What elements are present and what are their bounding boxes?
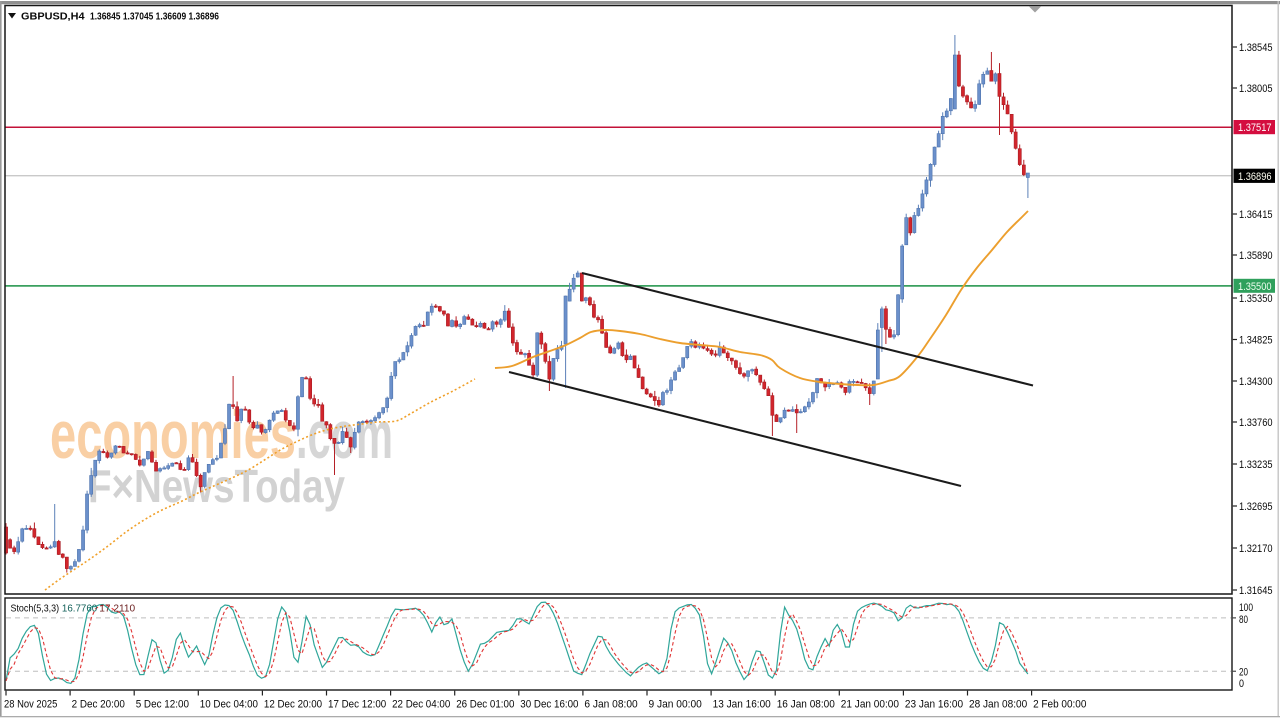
svg-text:2 Feb 00:00: 2 Feb 00:00	[1033, 699, 1086, 711]
svg-text:23 Jan 16:00: 23 Jan 16:00	[905, 699, 963, 711]
svg-text:28 Nov 2025: 28 Nov 2025	[4, 699, 57, 711]
svg-text:80: 80	[1239, 614, 1248, 626]
svg-text:21 Jan 00:00: 21 Jan 00:00	[841, 699, 899, 711]
svg-text:16.7760: 16.7760	[62, 603, 97, 615]
svg-text:1.38005: 1.38005	[1239, 83, 1273, 95]
svg-text:1.33235: 1.33235	[1239, 459, 1273, 471]
svg-text:1.31645: 1.31645	[1239, 585, 1273, 597]
svg-text:1.34825: 1.34825	[1239, 334, 1273, 346]
svg-text:1.35350: 1.35350	[1239, 293, 1273, 305]
svg-text:28 Jan 08:00: 28 Jan 08:00	[969, 699, 1027, 711]
svg-text:10 Dec 04:00: 10 Dec 04:00	[200, 699, 258, 711]
svg-text:0: 0	[1239, 678, 1244, 690]
svg-text:1.36845 1.37045 1.36609 1.3689: 1.36845 1.37045 1.36609 1.36896	[90, 11, 219, 23]
svg-text:1.35890: 1.35890	[1239, 250, 1273, 262]
svg-text:5 Dec 12:00: 5 Dec 12:00	[136, 699, 189, 711]
svg-text:22 Dec 04:00: 22 Dec 04:00	[392, 699, 450, 711]
svg-text:1.32170: 1.32170	[1239, 543, 1273, 555]
svg-text:F×NewsToday: F×NewsToday	[88, 460, 345, 512]
svg-text:2 Dec 20:00: 2 Dec 20:00	[72, 699, 125, 711]
svg-text:16 Jan 08:00: 16 Jan 08:00	[777, 699, 835, 711]
svg-text:6 Jan 08:00: 6 Jan 08:00	[584, 699, 637, 711]
svg-text:100: 100	[1239, 602, 1253, 614]
svg-text:1.34300: 1.34300	[1239, 376, 1273, 388]
svg-text:1.36896: 1.36896	[1238, 171, 1272, 183]
svg-text:GBPUSD,H4: GBPUSD,H4	[21, 11, 85, 23]
svg-text:12 Dec 20:00: 12 Dec 20:00	[264, 699, 322, 711]
svg-text:30 Dec 16:00: 30 Dec 16:00	[520, 699, 578, 711]
svg-text:1.38545: 1.38545	[1239, 42, 1273, 54]
svg-text:1.36415: 1.36415	[1239, 209, 1273, 221]
svg-text:1.33760: 1.33760	[1239, 417, 1273, 429]
svg-text:13 Jan 16:00: 13 Jan 16:00	[713, 699, 771, 711]
svg-text:17 Dec 12:00: 17 Dec 12:00	[328, 699, 386, 711]
svg-text:26 Dec 01:00: 26 Dec 01:00	[456, 699, 514, 711]
svg-text:Stoch(5,3,3): Stoch(5,3,3)	[11, 603, 60, 615]
svg-text:17.2110: 17.2110	[99, 603, 135, 615]
svg-text:economies: economies	[50, 397, 296, 473]
svg-text:9 Jan 00:00: 9 Jan 00:00	[649, 699, 702, 711]
svg-text:1.37517: 1.37517	[1238, 122, 1272, 134]
svg-text:1.32695: 1.32695	[1239, 501, 1273, 513]
svg-text:20: 20	[1239, 666, 1248, 678]
svg-text:1.35500: 1.35500	[1238, 281, 1272, 293]
